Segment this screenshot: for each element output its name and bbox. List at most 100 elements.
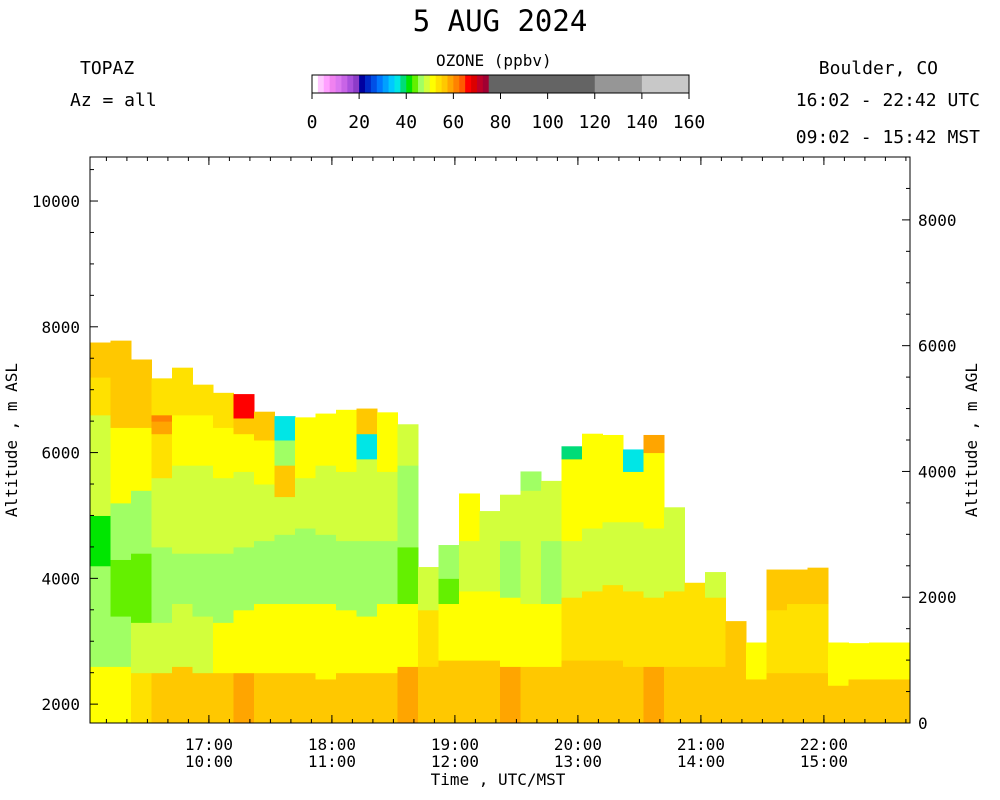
colorbar-swatch — [400, 75, 407, 93]
colorbar-swatch — [471, 75, 478, 93]
heatmap-cell — [705, 666, 726, 724]
heatmap-cell — [151, 672, 173, 724]
heatmap-cell — [151, 477, 173, 548]
heatmap-cell — [643, 597, 665, 667]
x-axis-label: Time , UTC/MST — [431, 770, 566, 789]
heatmap-cell — [520, 540, 542, 605]
colorbar-swatch — [406, 75, 413, 93]
heatmap-cell — [151, 414, 173, 422]
heatmap-cell — [172, 666, 193, 724]
colorbar-swatch — [488, 75, 549, 93]
heatmap-cell — [131, 622, 152, 674]
heatmap-cell — [213, 477, 234, 554]
colorbar-tick-label: 20 — [348, 112, 370, 133]
heatmap-cell — [213, 622, 234, 674]
colorbar-swatch — [312, 75, 319, 93]
heatmap-cell — [746, 642, 767, 680]
heatmap-cell — [623, 590, 644, 667]
y-tick-label-left: 8000 — [41, 318, 80, 337]
heatmap-cell — [684, 582, 706, 667]
y-tick-label-left: 4000 — [41, 569, 80, 588]
x-tick-label-mst: 10:00 — [185, 752, 233, 771]
heatmap-cell — [356, 616, 378, 674]
colorbar-swatch — [341, 75, 348, 93]
heatmap-cell — [582, 528, 603, 592]
heatmap-cell — [541, 666, 562, 724]
heatmap-cell — [90, 666, 111, 724]
heatmap-cell — [192, 384, 214, 416]
heatmap-cell — [356, 408, 378, 435]
heatmap-cell — [561, 446, 583, 460]
heatmap-cell — [397, 465, 419, 548]
x-tick-label-utc: 17:00 — [185, 735, 233, 754]
heatmap-cell — [418, 567, 439, 611]
heatmap-cell — [213, 553, 234, 623]
heatmap-cell — [561, 458, 583, 542]
heatmap-cell — [500, 540, 521, 598]
colorbar-swatch — [335, 75, 342, 93]
heatmap-cell — [377, 540, 398, 605]
colorbar-swatch — [418, 75, 425, 93]
heatmap-cell — [397, 666, 419, 724]
heatmap-cell — [377, 672, 398, 724]
heatmap-cell — [90, 414, 111, 516]
x-tick-label-utc: 22:00 — [800, 735, 848, 754]
heatmap-cell — [459, 660, 480, 724]
heatmap-cell — [213, 672, 234, 724]
heatmap-cell — [274, 534, 296, 605]
heatmap-cell — [233, 672, 255, 724]
heatmap-cell — [233, 417, 255, 435]
heatmap-cell — [787, 569, 808, 605]
heatmap-cell — [377, 412, 398, 472]
heatmap-cell — [500, 666, 521, 724]
colorbar-swatch — [423, 75, 431, 93]
heatmap-cell — [233, 546, 255, 611]
colorbar-tick-label: 160 — [673, 112, 706, 133]
heatmap-cell — [664, 507, 685, 592]
heatmap-cell — [828, 642, 849, 686]
azimuth-label: Az = all — [70, 90, 157, 111]
heatmap-cell — [848, 643, 870, 680]
heatmap-cell — [787, 603, 808, 674]
heatmap-cell — [418, 609, 439, 667]
heatmap-cell — [705, 597, 726, 667]
heatmap-cell — [315, 413, 337, 466]
y-tick-label-left: 2000 — [41, 695, 80, 714]
colorbar-swatch — [376, 75, 384, 93]
heatmap-cell — [192, 465, 214, 554]
heatmap-cell — [459, 590, 480, 661]
heatmap-cell — [336, 540, 357, 611]
x-tick-label-mst: 14:00 — [677, 752, 725, 771]
heatmap-cell — [151, 546, 173, 623]
y-tick-label-right: 0 — [918, 714, 928, 733]
heatmap-cell — [110, 616, 132, 667]
heatmap-cell — [623, 666, 644, 724]
colorbar-swatch — [476, 75, 484, 93]
heatmap-cell — [766, 609, 788, 674]
y-tick-label-right: 6000 — [918, 337, 957, 356]
heatmap-cell — [541, 540, 562, 605]
colorbar-swatch — [329, 75, 336, 93]
heatmap-cell — [438, 545, 460, 579]
heatmap-cell — [643, 528, 665, 598]
heatmap-cell — [172, 465, 193, 554]
mst-time-range: 09:02 - 15:42 MST — [795, 127, 980, 148]
heatmap-cell — [664, 666, 685, 724]
heatmap-cell — [459, 493, 480, 542]
heatmap-cell — [192, 616, 214, 674]
heatmap-cell — [131, 490, 152, 554]
colorbar-swatch — [465, 75, 472, 93]
colorbar-tick-label: 0 — [307, 112, 318, 133]
heatmap-cell — [438, 578, 460, 605]
heatmap-cell — [807, 603, 829, 674]
heatmap-cell — [192, 414, 214, 466]
colorbar-tick-label: 140 — [626, 112, 659, 133]
x-tick-label-utc: 21:00 — [677, 735, 725, 754]
heatmap-cell — [623, 449, 644, 472]
heatmap-cell — [377, 471, 398, 542]
heatmap-cell — [356, 458, 378, 542]
heatmap-cell — [131, 672, 152, 724]
heatmap-cell — [110, 389, 132, 428]
heatmap-cell — [869, 678, 890, 724]
